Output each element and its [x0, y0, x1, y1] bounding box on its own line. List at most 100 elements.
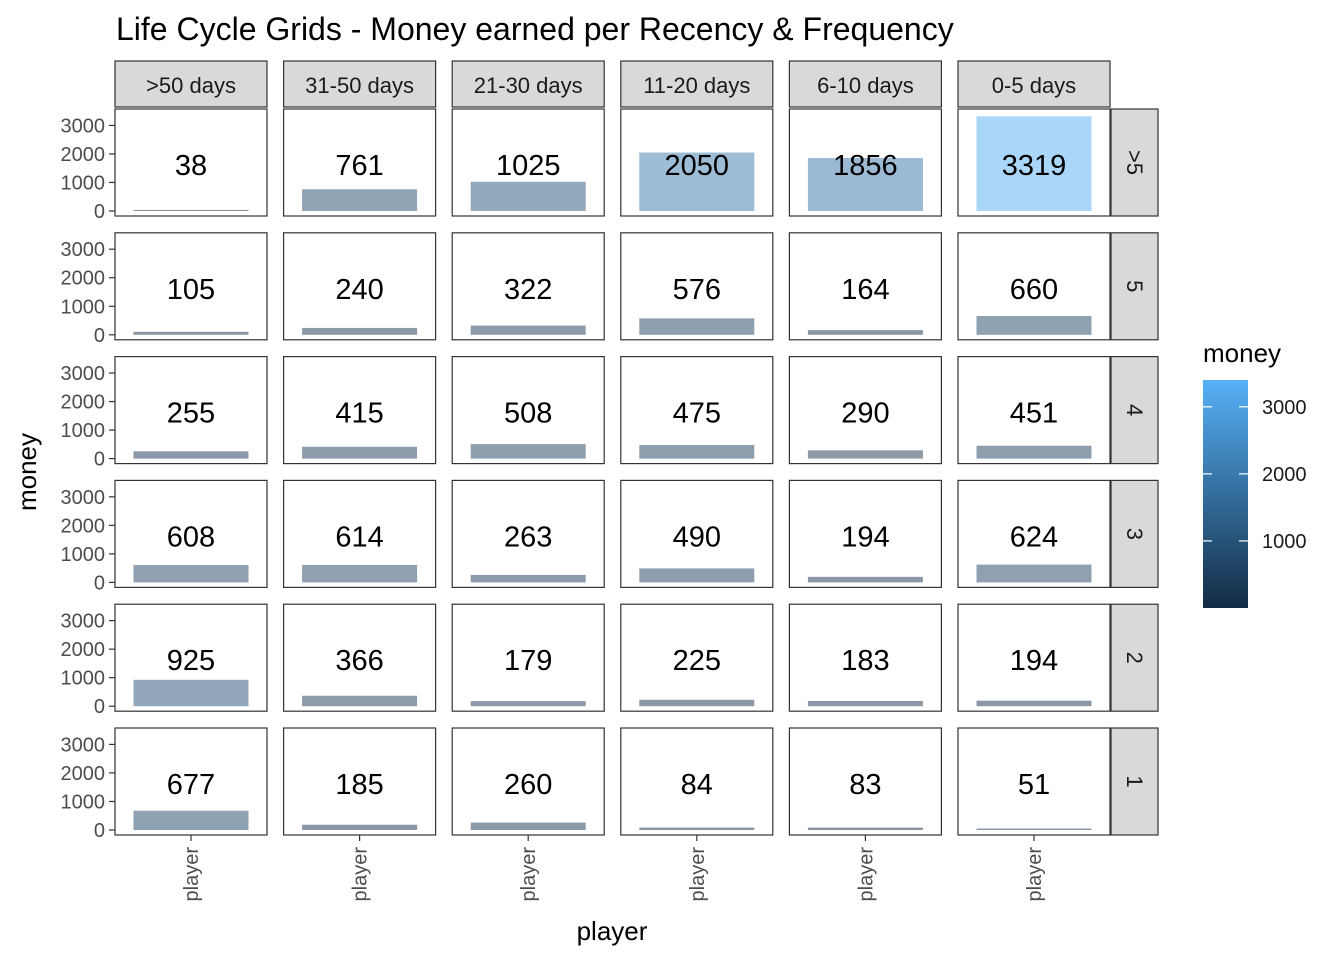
- facet-panel: [451, 232, 605, 341]
- bar: [639, 318, 755, 335]
- bar: [976, 828, 1092, 830]
- x-axis-title: player: [577, 916, 648, 946]
- bar-value-label: 84: [681, 769, 713, 801]
- bar-value-label: 508: [504, 398, 552, 430]
- bar-value-label: 576: [673, 274, 721, 306]
- facet-panel: [620, 603, 774, 712]
- bar: [133, 679, 249, 707]
- row-strip: [1110, 356, 1159, 465]
- bar: [639, 152, 755, 211]
- bar: [807, 827, 923, 830]
- bar: [807, 158, 923, 211]
- column-strip: [957, 60, 1111, 108]
- y-tick-label: 2000: [61, 144, 106, 166]
- column-strip: [451, 60, 605, 108]
- bar-value-label: 3319: [1002, 150, 1067, 182]
- bar: [302, 824, 418, 830]
- y-tick-label: 2000: [61, 268, 106, 290]
- bar: [976, 445, 1092, 459]
- bar-value-label: 263: [504, 521, 552, 553]
- bar-value-label: 183: [841, 645, 889, 677]
- facet-panel: [283, 727, 437, 836]
- column-strip-label: 6-10 days: [817, 73, 914, 98]
- bar-value-label: 608: [167, 521, 215, 553]
- bar-value-label: 164: [841, 274, 889, 306]
- bar-value-label: 925: [167, 645, 215, 677]
- facet-panel: [451, 479, 605, 588]
- y-tick-label: 0: [94, 696, 105, 718]
- x-tick-label: player: [687, 847, 709, 902]
- y-axis-title: money: [12, 433, 42, 511]
- column-strip-label: 11-20 days: [643, 73, 750, 98]
- y-tick-label: 0: [94, 325, 105, 347]
- y-tick-label: 2000: [61, 763, 106, 785]
- facet-panel: [957, 727, 1111, 836]
- facet-panel: [283, 232, 437, 341]
- row-strip: [1110, 603, 1159, 712]
- x-tick-label: player: [350, 847, 372, 902]
- bar-value-label: 194: [1010, 645, 1058, 677]
- bar-value-label: 614: [335, 521, 383, 553]
- facet-panel: [788, 232, 943, 341]
- bar: [807, 576, 923, 583]
- bar: [807, 700, 923, 707]
- column-strip-label: >50 days: [146, 73, 236, 98]
- y-tick-label: 0: [94, 449, 105, 471]
- facet-panel: [788, 356, 943, 465]
- y-tick-label: 1000: [61, 668, 106, 690]
- facet-panel: [114, 232, 268, 341]
- bar: [639, 445, 755, 459]
- row-strip: [1110, 479, 1159, 588]
- facet-panel: [283, 356, 437, 465]
- bar: [133, 331, 249, 335]
- bar-value-label: 366: [335, 645, 383, 677]
- bar: [976, 564, 1092, 583]
- x-tick-label: player: [518, 847, 540, 902]
- y-tick-label: 1000: [61, 172, 106, 194]
- legend-tick-label: 1000: [1262, 531, 1307, 553]
- bar-value-label: 624: [1010, 521, 1058, 553]
- bar-value-label: 415: [335, 398, 383, 430]
- y-tick-label: 3000: [61, 115, 106, 137]
- row-strip-label: 2: [1122, 652, 1147, 664]
- bar: [639, 699, 755, 707]
- y-tick-label: 3000: [61, 363, 106, 385]
- bar-value-label: 260: [504, 769, 552, 801]
- bar: [133, 451, 249, 459]
- bar: [302, 564, 418, 583]
- legend-tick-label: 3000: [1262, 397, 1307, 419]
- y-tick-label: 2000: [61, 392, 106, 414]
- row-strip-label: >5: [1122, 150, 1147, 175]
- bar: [302, 446, 418, 459]
- bar: [470, 325, 586, 335]
- y-tick-label: 3000: [61, 487, 106, 509]
- bar: [639, 827, 755, 830]
- bar-value-label: 105: [167, 274, 215, 306]
- bar-value-label: 185: [335, 769, 383, 801]
- x-tick-label: player: [181, 847, 203, 902]
- row-strip: [1110, 108, 1159, 217]
- bar: [302, 695, 418, 707]
- row-strip: [1110, 727, 1159, 836]
- bar: [470, 181, 586, 211]
- chart-title: Life Cycle Grids - Money earned per Rece…: [116, 11, 954, 47]
- bar: [302, 327, 418, 335]
- bar-value-label: 451: [1010, 398, 1058, 430]
- x-tick-label: player: [855, 847, 877, 902]
- bar-value-label: 194: [841, 521, 889, 553]
- facet-panel: [283, 603, 437, 712]
- bar-value-label: 38: [175, 150, 207, 182]
- bar-value-label: 761: [335, 150, 383, 182]
- bar: [133, 209, 249, 211]
- bar: [470, 822, 586, 830]
- column-strip-label: 0-5 days: [992, 73, 1076, 98]
- column-strip-label: 31-50 days: [305, 73, 414, 98]
- bar-value-label: 677: [167, 769, 215, 801]
- facet-panels: >50 days 31-50 days 21-30 days 11-20 days 6-…: [61, 60, 1159, 902]
- bar-value-label: 475: [673, 398, 721, 430]
- bar: [470, 444, 586, 459]
- column-strip: [114, 60, 268, 108]
- facet-panel: [788, 727, 943, 836]
- bar: [639, 568, 755, 583]
